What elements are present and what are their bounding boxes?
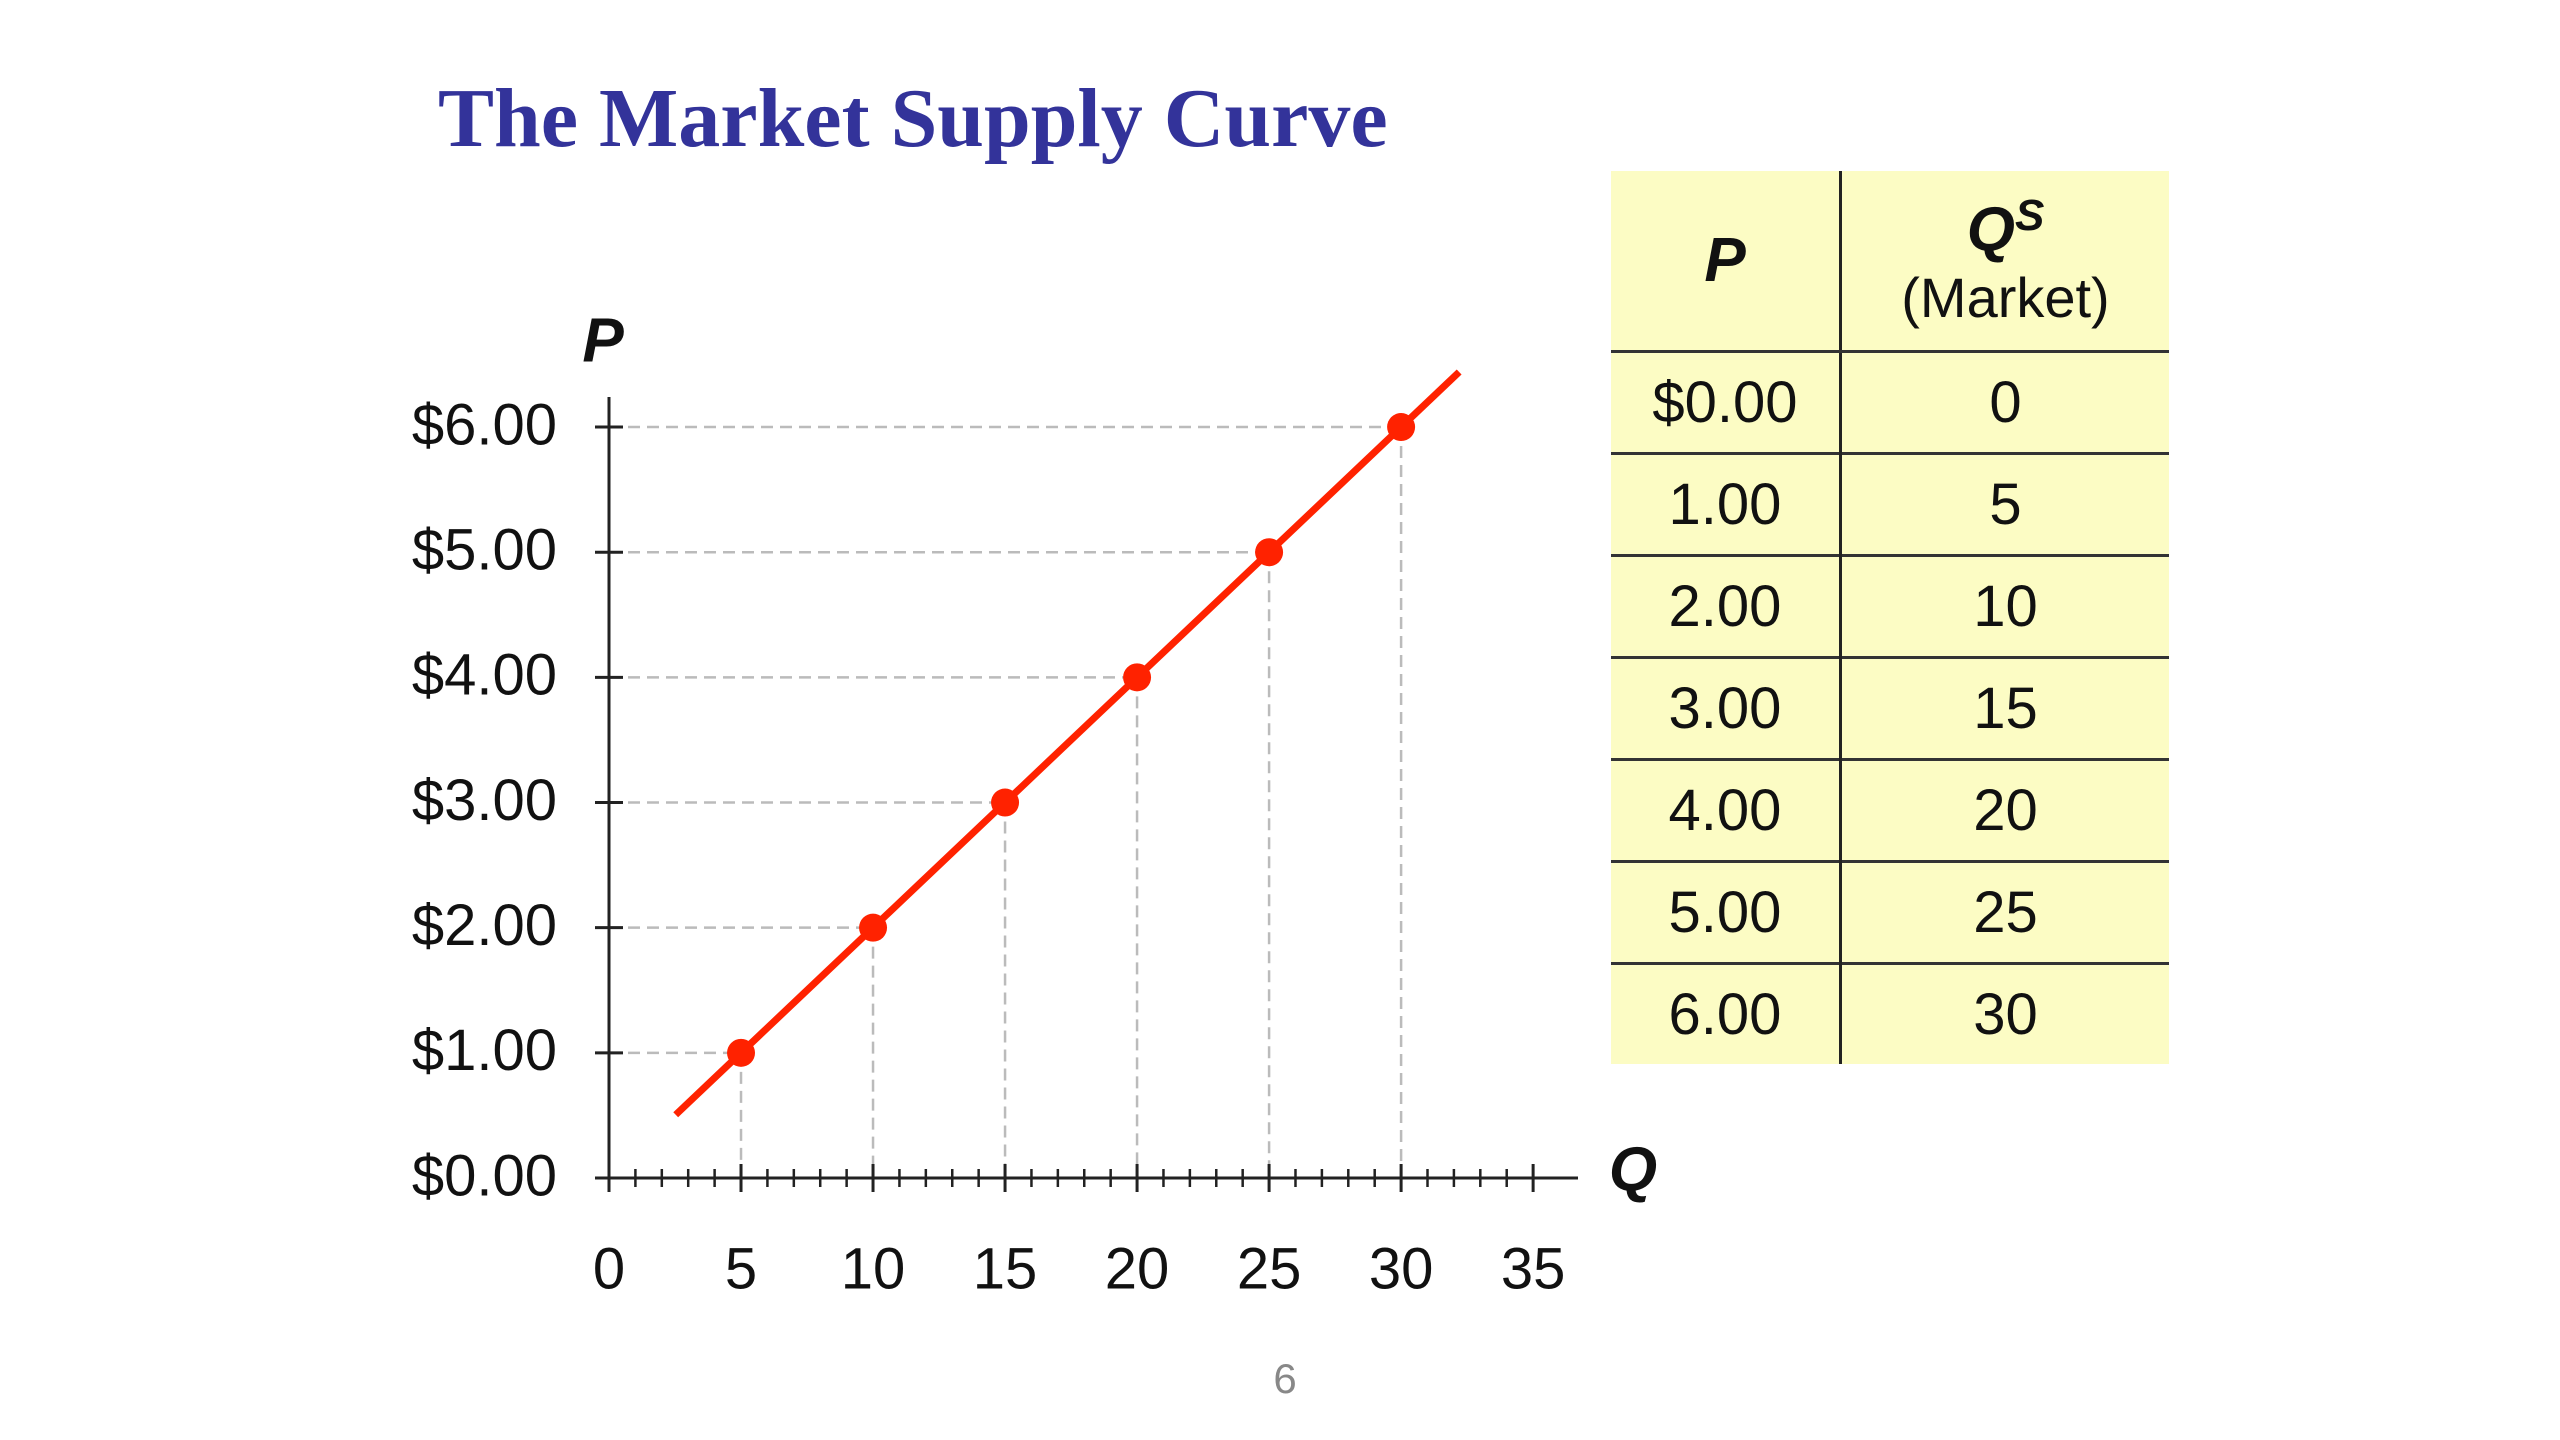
table-header-row: P QS (Market) <box>1611 171 2169 353</box>
table-row: 4.00 20 <box>1611 758 2169 862</box>
table-body: $0.00 0 1.00 5 2.00 10 3.00 15 4.00 20 5.00 25 6.00 3… <box>1611 351 2169 1064</box>
x-tick-label: 15 <box>973 1236 1038 1301</box>
page-number: 6 <box>1273 1355 1297 1402</box>
table-cell: 15 <box>1840 656 2169 760</box>
table-cell: 0 <box>1989 370 2022 435</box>
y-tick-label: $2.00 <box>412 893 557 958</box>
y-tick-label: $6.00 <box>412 392 557 457</box>
slide-title: The Market Supply Curve <box>438 72 1388 165</box>
x-tick-label: 10 <box>841 1236 906 1301</box>
y-tick-label: $3.00 <box>412 768 557 833</box>
data-point <box>1123 663 1152 692</box>
header-cell: P <box>1611 171 1842 353</box>
x-axis-label: Q <box>1609 1135 1657 1204</box>
table-cell: 4.00 <box>1611 758 1842 862</box>
y-tick-label: $4.00 <box>412 643 557 708</box>
x-tick-label: 20 <box>1105 1236 1170 1301</box>
header-symbol: Q <box>1966 195 2015 265</box>
table-cell: 10 <box>1840 554 2169 658</box>
table-cell: $0.00 <box>1611 351 1842 454</box>
header-cell: QS (Market) <box>1840 171 2169 353</box>
table-cell: 25 <box>1840 860 2169 964</box>
table-row: 3.00 15 <box>1611 656 2169 760</box>
data-point <box>991 788 1020 817</box>
y-tick-label: $1.00 <box>412 1018 557 1083</box>
table-row: 6.00 30 <box>1611 962 2169 1064</box>
x-tick-label: 30 <box>1369 1236 1434 1301</box>
supply-table: P QS (Market) $0.00 0 1.00 5 2.00 10 3.00 15 4.00… <box>1611 171 2169 1064</box>
table-row: 1.00 5 <box>1611 452 2169 556</box>
table-cell: 1.00 <box>1611 452 1842 556</box>
supply-line <box>738 424 1404 1056</box>
table-row: $0.00 0 <box>1611 351 2169 454</box>
table-cell: 20 <box>1840 758 2169 862</box>
header-superscript: S <box>2014 190 2045 240</box>
table-cell: 6.00 <box>1611 962 1842 1064</box>
y-tick-label: $5.00 <box>412 518 557 583</box>
data-point <box>727 1038 756 1067</box>
y-tick-label: $0.00 <box>412 1143 557 1208</box>
table-row: 5.00 25 <box>1611 860 2169 964</box>
supply-line-extension <box>673 1050 744 1118</box>
header-text: P <box>1704 226 1746 295</box>
table-cell: 5.00 <box>1611 860 1842 964</box>
table-cell: 30 <box>1840 962 2169 1064</box>
data-point <box>1387 413 1416 442</box>
data-point <box>859 913 888 942</box>
x-tick-label: 5 <box>725 1236 757 1301</box>
header-note: (Market) <box>1901 266 2110 330</box>
data-point <box>1255 538 1284 567</box>
x-tick-label: 35 <box>1501 1236 1566 1301</box>
table-row: 2.00 10 <box>1611 554 2169 658</box>
x-tick-label: 25 <box>1237 1236 1302 1301</box>
table-cell: 5 <box>1840 452 2169 556</box>
y-axis-label: P <box>582 306 624 375</box>
x-tick-label: 0 <box>593 1236 625 1301</box>
table-cell: 3.00 <box>1611 656 1842 760</box>
table-cell: 2.00 <box>1611 554 1842 658</box>
